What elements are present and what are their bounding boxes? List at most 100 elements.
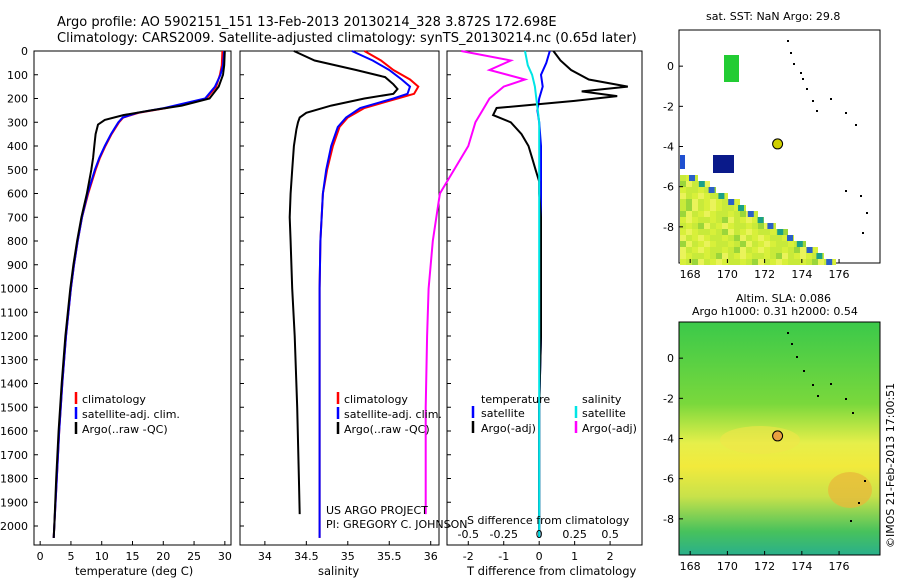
sst-cell <box>704 217 710 223</box>
difference-x-tick-label: 1 <box>571 550 578 563</box>
sst-cell <box>692 247 698 253</box>
sst-map-title: sat. SST: NaN Argo: 29.8 <box>706 10 840 23</box>
sst-cell <box>734 235 740 241</box>
sst-cell <box>782 235 788 241</box>
depth-tick-label: 400 <box>7 140 28 153</box>
depth-tick-label: 700 <box>7 211 28 224</box>
sla-high-anomaly <box>828 472 872 508</box>
sst-cell <box>698 241 704 247</box>
sla-island <box>812 384 814 386</box>
sst-cell <box>722 229 728 235</box>
sst-cell <box>782 229 788 235</box>
sst-cell <box>722 211 728 217</box>
sst-cell <box>710 199 716 205</box>
sst-cell <box>746 217 752 223</box>
sst-cell <box>758 259 764 265</box>
difference-s-tick-label: 0.5 <box>601 528 619 541</box>
sst-cell <box>734 229 740 235</box>
sst-cell <box>680 205 686 211</box>
sst-cold-patch <box>680 155 685 169</box>
sla-map-title1: Altim. SLA: 0.086 <box>736 292 831 305</box>
sst-cell <box>716 235 722 241</box>
sst-cell <box>740 223 746 229</box>
salinity-curves <box>288 50 420 538</box>
project-pi: PI: GREGORY C. JOHNSON <box>326 518 467 531</box>
sla-island <box>850 520 852 522</box>
sst-cell <box>686 187 692 193</box>
sla-island <box>858 502 860 504</box>
sst-cell <box>734 199 740 205</box>
sst-island <box>862 232 864 234</box>
temperature-x-label: temperature (deg C) <box>75 564 193 578</box>
difference-legend-temperature: temperature satellite Argo(-adj) <box>471 393 550 435</box>
depth-tick-label: 1100 <box>0 306 28 319</box>
temperature-x-tick-label: 15 <box>126 550 140 563</box>
legend-title-salinity: salinity <box>582 393 622 406</box>
sst-cell <box>698 259 704 265</box>
legend-label-s-satellite: satellite <box>582 407 626 420</box>
sst-cell <box>704 205 710 211</box>
sst-cell <box>704 241 710 247</box>
sst-cell <box>746 259 752 265</box>
sst-edge-cell <box>747 211 754 217</box>
sst-cell <box>692 253 698 259</box>
sst-cell <box>770 235 776 241</box>
sst-cell <box>698 193 704 199</box>
depth-tick-label: 1300 <box>0 354 28 367</box>
sst-cell <box>716 205 722 211</box>
sst-cell <box>728 223 734 229</box>
sst-cell <box>698 229 704 235</box>
sla-map-y-tick-label: -6 <box>663 473 674 486</box>
sst-cell <box>716 247 722 253</box>
sst-island <box>860 195 862 197</box>
sst-cell <box>716 217 722 223</box>
sst-edge-cell <box>718 193 725 199</box>
sst-cell <box>710 223 716 229</box>
sst-cell <box>794 253 800 259</box>
sst-cell <box>764 259 770 265</box>
depth-tick-label: 300 <box>7 116 28 129</box>
temperature-legend: climatology satellite-adj. clim. Argo(..… <box>74 392 180 436</box>
sst-cell <box>770 259 776 265</box>
sst-cell <box>734 205 740 211</box>
sst-cell <box>686 181 692 187</box>
sst-cell <box>722 199 728 205</box>
sst-cell <box>800 259 806 265</box>
sst-map-y-tick-label: -6 <box>663 181 674 194</box>
sst-cell <box>788 241 794 247</box>
sst-cell <box>692 229 698 235</box>
sst-cell <box>740 247 746 253</box>
sla-island <box>852 412 854 414</box>
sst-cell <box>812 259 818 265</box>
sst-edge-cell <box>767 223 774 229</box>
difference-line-sargoadj <box>424 50 529 515</box>
legend-label-t-argo: Argo(-adj) <box>481 422 536 435</box>
depth-tick-label: 500 <box>7 164 28 177</box>
sst-cell <box>680 253 686 259</box>
difference-x-label-top: S difference from climatology <box>467 514 630 527</box>
sst-argo-marker <box>772 138 784 150</box>
sst-map-x-tick-label: 176 <box>829 268 850 281</box>
depth-tick-label: 1900 <box>0 496 28 509</box>
sla-map-content <box>679 322 880 555</box>
sst-cell <box>704 259 710 265</box>
sst-cell <box>734 241 740 247</box>
sst-cell <box>728 259 734 265</box>
sst-cell <box>692 187 698 193</box>
sst-cell <box>680 217 686 223</box>
sst-cell <box>692 235 698 241</box>
sst-map-y-tick-label: -2 <box>663 100 674 113</box>
sst-cell <box>752 259 758 265</box>
legend-label-climatology: climatology <box>344 393 408 406</box>
sst-cell <box>692 241 698 247</box>
sst-edge-cell <box>698 181 705 187</box>
sla-map-axes: 168 170 172 174 176 0 -2 -4 -6 -8 <box>663 352 850 573</box>
sst-map-x-tick-label: 168 <box>680 268 701 281</box>
sst-cell <box>710 247 716 253</box>
sst-cell <box>776 253 782 259</box>
header-line1: Argo profile: AO 5902151_151 13-Feb-2013… <box>57 15 557 30</box>
difference-legend-salinity: salinity satellite Argo(-adj) <box>574 393 637 435</box>
sst-cell <box>698 205 704 211</box>
sst-map-axes: 168 170 172 174 176 0 -2 -4 -6 -8 <box>663 60 850 281</box>
